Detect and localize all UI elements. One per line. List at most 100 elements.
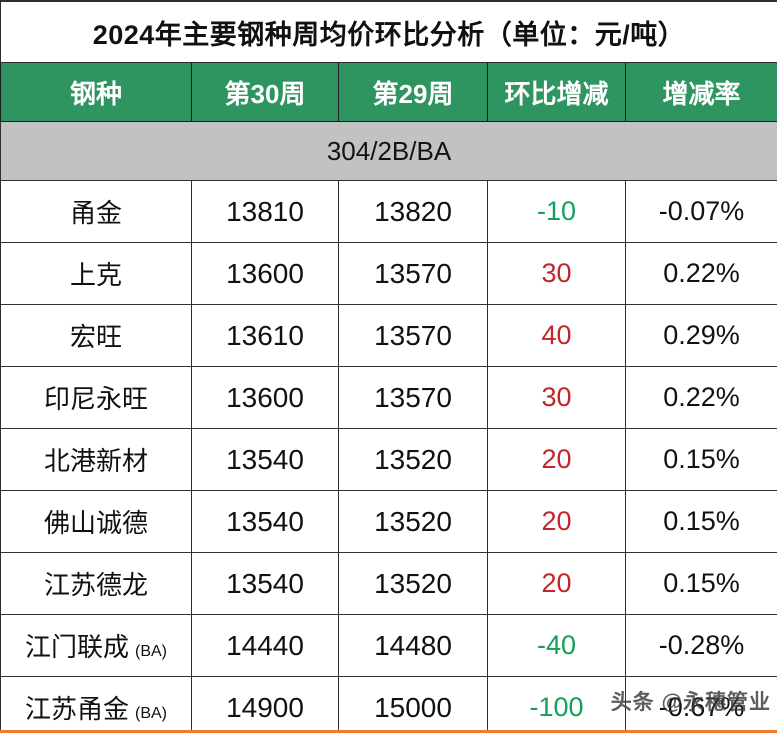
cell-change-rate-value: -0.67% — [658, 692, 745, 722]
steel-name: 宏旺 — [69, 322, 122, 352]
cell-week30-price: 13540 — [191, 490, 339, 553]
table-body: 甬金 13810 13820 -10 -0.07% 上克 13600 13570 30 0.22%… — [0, 180, 777, 730]
table-row: 北港新材 13540 13520 20 0.15% — [0, 428, 777, 491]
cell-week30-price: 13540 — [191, 428, 339, 491]
cell-change-rate: -0.07% — [624, 180, 777, 243]
table-row: 印尼永旺 13600 13570 30 0.22% — [0, 366, 777, 429]
cell-week29-price: 13570 — [338, 304, 488, 367]
table-row: 佛山诚德 13540 13520 20 0.15% — [0, 490, 777, 553]
cell-change-rate-value: 0.15% — [663, 506, 740, 536]
cell-change-rate: 0.15% — [624, 428, 777, 491]
steel-name-wrapper: 印尼永旺 — [44, 379, 148, 416]
cell-week29-price-value: 13520 — [374, 567, 452, 599]
cell-week29-price-value: 15000 — [374, 691, 452, 723]
table-title-row: 2024年主要钢种周均价环比分析（单位：元/吨） — [0, 0, 777, 63]
cell-week30-price-value: 14900 — [226, 691, 304, 723]
cell-change-value: 40 — [541, 320, 572, 350]
table-header-row: 钢种 第30周 第29周 环比增减 增减率 — [0, 62, 777, 122]
cell-steel-name: 佛山诚德 — [0, 490, 192, 553]
cell-week29-price: 14480 — [338, 614, 488, 677]
cell-change-value: 20 — [541, 444, 572, 474]
cell-steel-name: 印尼永旺 — [0, 366, 192, 429]
cell-change-rate: 0.29% — [624, 304, 777, 367]
cell-change: -40 — [487, 614, 626, 677]
steel-name: 上克 — [69, 260, 122, 290]
cell-change: 30 — [487, 366, 626, 429]
cell-week29-price-value: 13570 — [374, 257, 452, 289]
cell-change-rate-value: 0.22% — [663, 258, 740, 288]
cell-change-value: 20 — [541, 568, 572, 598]
cell-change-rate-value: -0.07% — [658, 196, 745, 226]
cell-change-rate: 0.15% — [624, 490, 777, 553]
cell-change: 20 — [487, 490, 626, 553]
column-header-name: 钢种 — [0, 62, 192, 122]
steel-name: 北港新材 — [43, 446, 148, 476]
cell-steel-name: 上克 — [0, 242, 192, 305]
cell-steel-name: 江苏甬金 (BA) — [0, 676, 192, 730]
cell-change-value: 30 — [541, 258, 572, 288]
cell-week29-price-value: 13570 — [374, 319, 452, 351]
cell-week29-price: 15000 — [338, 676, 488, 730]
cell-week30-price-value: 13540 — [226, 567, 304, 599]
table-row: 上克 13600 13570 30 0.22% — [0, 242, 777, 305]
table-row: 江苏德龙 13540 13520 20 0.15% — [0, 552, 777, 615]
cell-change-value: 30 — [541, 382, 572, 412]
cell-week30-price: 13540 — [191, 552, 339, 615]
cell-week30-price: 14900 — [191, 676, 339, 730]
steel-name: 江苏甬金 — [24, 694, 129, 724]
cell-change-rate-value: 0.15% — [663, 568, 740, 598]
cell-week29-price-value: 13570 — [374, 381, 452, 413]
cell-change-rate-value: 0.22% — [663, 382, 740, 412]
cell-week29-price-value: 13520 — [374, 443, 452, 475]
steel-name: 江苏德龙 — [43, 570, 148, 600]
steel-name-wrapper: 上克 — [70, 255, 122, 292]
cell-change: -10 — [487, 180, 626, 243]
cell-week29-price-value: 13820 — [374, 195, 452, 227]
cell-week29-price: 13520 — [338, 428, 488, 491]
cell-week29-price-value: 13520 — [374, 505, 452, 537]
steel-name: 江门联成 — [24, 632, 129, 662]
group-header-label: 304/2B/BA — [0, 121, 777, 181]
steel-name-wrapper: 江门联成 (BA) — [25, 627, 167, 664]
column-header-change: 环比增减 — [487, 62, 626, 122]
cell-change: 20 — [487, 552, 626, 615]
steel-name-wrapper: 北港新材 — [44, 441, 148, 478]
steel-name: 佛山诚德 — [43, 508, 148, 538]
page-title: 2024年主要钢种周均价环比分析（单位：元/吨） — [92, 19, 686, 50]
column-header-rate: 增减率 — [624, 62, 777, 122]
cell-week30-price-value: 13810 — [226, 195, 304, 227]
cell-week30-price: 14440 — [191, 614, 339, 677]
steel-name: 甬金 — [69, 198, 122, 228]
cell-week29-price: 13520 — [338, 552, 488, 615]
cell-change: 20 — [487, 428, 626, 491]
cell-steel-name: 江门联成 (BA) — [0, 614, 192, 677]
cell-change-value: -100 — [529, 692, 584, 722]
cell-change-rate-value: -0.28% — [658, 630, 745, 660]
cell-week29-price: 13570 — [338, 242, 488, 305]
cell-week30-price-value: 13540 — [226, 505, 304, 537]
cell-week29-price: 13570 — [338, 366, 488, 429]
cell-week30-price-value: 13600 — [226, 381, 304, 413]
cell-change-value: -40 — [536, 630, 577, 660]
cell-week29-price: 13820 — [338, 180, 488, 243]
steel-name-wrapper: 江苏德龙 — [44, 565, 148, 602]
cell-week30-price-value: 14440 — [226, 629, 304, 661]
cell-change-rate: -0.67% — [624, 676, 777, 730]
cell-change-rate-value: 0.29% — [663, 320, 740, 350]
cell-week30-price: 13610 — [191, 304, 339, 367]
table-row: 江门联成 (BA) 14440 14480 -40 -0.28% — [0, 614, 777, 677]
cell-week30-price: 13810 — [191, 180, 339, 243]
table-row: 江苏甬金 (BA) 14900 15000 -100 -0.67% — [0, 676, 777, 730]
cell-week30-price-value: 13600 — [226, 257, 304, 289]
table-row: 宏旺 13610 13570 40 0.29% — [0, 304, 777, 367]
cell-week30-price: 13600 — [191, 366, 339, 429]
cell-change: -100 — [487, 676, 626, 730]
cell-week30-price-value: 13610 — [226, 319, 304, 351]
steel-name-wrapper: 佛山诚德 — [44, 503, 148, 540]
cell-change-value: -10 — [536, 196, 577, 226]
column-header-week30: 第30周 — [191, 62, 339, 122]
steel-name-wrapper: 甬金 — [70, 193, 122, 230]
cell-change-rate-value: 0.15% — [663, 444, 740, 474]
